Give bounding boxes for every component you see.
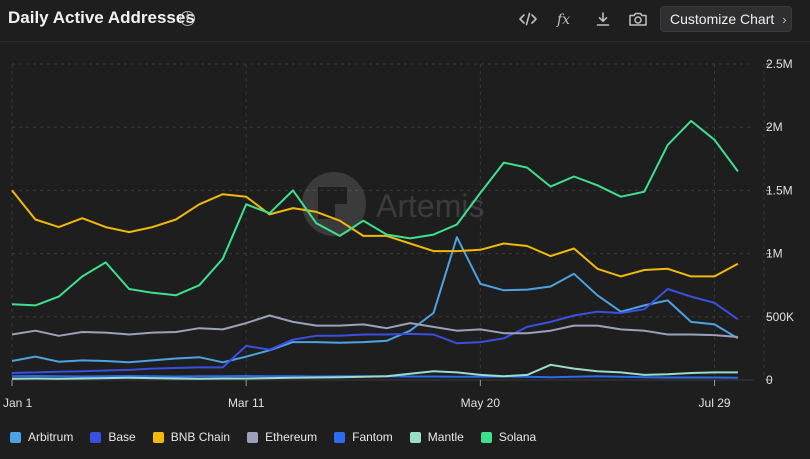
svg-text:fx: fx — [556, 12, 570, 27]
legend-label: Solana — [498, 430, 537, 444]
x-tick-label: Jul 29 — [699, 396, 731, 410]
embed-code-icon[interactable] — [516, 8, 540, 30]
legend-swatch — [334, 431, 346, 443]
grid-lines — [11, 63, 765, 381]
legend-swatch — [90, 431, 102, 443]
legend-label: Mantle — [427, 430, 464, 444]
customize-chart-button[interactable]: Customize Chart › — [660, 6, 792, 32]
legend-swatch — [152, 431, 164, 443]
y-tick-label: 2.5M — [766, 57, 793, 71]
watermark-logo-mark — [318, 187, 347, 219]
legend-label: Ethereum — [265, 430, 318, 444]
chart-legend: Arbitrum Base BNB Chain Ethereum Fantom Mantl… — [10, 430, 553, 444]
legend-swatch — [480, 431, 492, 443]
y-tick-label: 1.5M — [766, 183, 793, 197]
info-icon[interactable]: i — [180, 11, 195, 26]
legend-label: Base — [108, 430, 136, 444]
y-axis: 0 500K 1M 1.5M 2M 2.5M — [766, 57, 794, 387]
chart-title: Daily Active Addresses — [8, 8, 195, 27]
legend-item-solana[interactable]: Solana — [480, 430, 537, 444]
formula-icon[interactable]: fx — [553, 8, 577, 30]
legend-item-bnb-chain[interactable]: BNB Chain — [152, 430, 231, 444]
camera-icon[interactable] — [626, 8, 650, 30]
series-line-arbitrum[interactable] — [11, 236, 739, 364]
x-tick-label: Mar 11 — [228, 396, 265, 410]
legend-swatch — [247, 431, 259, 443]
x-tick-label: Jan 1 — [3, 396, 33, 410]
y-tick-label: 0 — [766, 373, 773, 387]
customize-chart-label: Customize Chart — [670, 11, 775, 27]
legend-item-arbitrum[interactable]: Arbitrum — [10, 430, 73, 444]
series-line-base[interactable] — [11, 288, 739, 374]
chart-header: Daily Active Addresses i fx Customize Ch… — [0, 0, 810, 40]
series-line-ethereum[interactable] — [11, 314, 738, 338]
y-tick-label: 500K — [766, 310, 794, 324]
legend-label: Arbitrum — [28, 430, 74, 444]
line-chart: Artemis 0 500K 1M 1.5M 2M 2.5M Jan 1 Mar 11 May… — [3, 57, 794, 410]
chevron-right-icon: › — [782, 11, 787, 27]
legend-item-mantle[interactable]: Mantle — [409, 430, 464, 444]
x-axis: Jan 1 Mar 11 May 20 Jul 29 — [3, 380, 731, 410]
series-line-mantle[interactable] — [11, 363, 738, 380]
legend-item-fantom[interactable]: Fantom — [334, 430, 393, 444]
header-divider — [0, 41, 810, 42]
download-icon[interactable] — [591, 8, 615, 30]
legend-item-base[interactable]: Base — [90, 430, 136, 444]
legend-item-ethereum[interactable]: Ethereum — [247, 430, 317, 444]
watermark: Artemis — [302, 172, 484, 236]
legend-swatch — [10, 431, 21, 443]
x-tick-label: May 20 — [461, 396, 501, 410]
legend-label: BNB Chain — [170, 430, 231, 444]
y-tick-label: 2M — [766, 120, 783, 134]
legend-swatch — [409, 431, 421, 443]
series-line-bnb-chain[interactable] — [11, 189, 739, 278]
watermark-text: Artemis — [376, 188, 484, 224]
series-layer — [11, 119, 739, 380]
y-tick-label: 1M — [766, 247, 783, 261]
watermark-logo — [302, 172, 366, 236]
legend-label: Fantom — [352, 430, 393, 444]
series-line-solana[interactable] — [11, 119, 739, 307]
